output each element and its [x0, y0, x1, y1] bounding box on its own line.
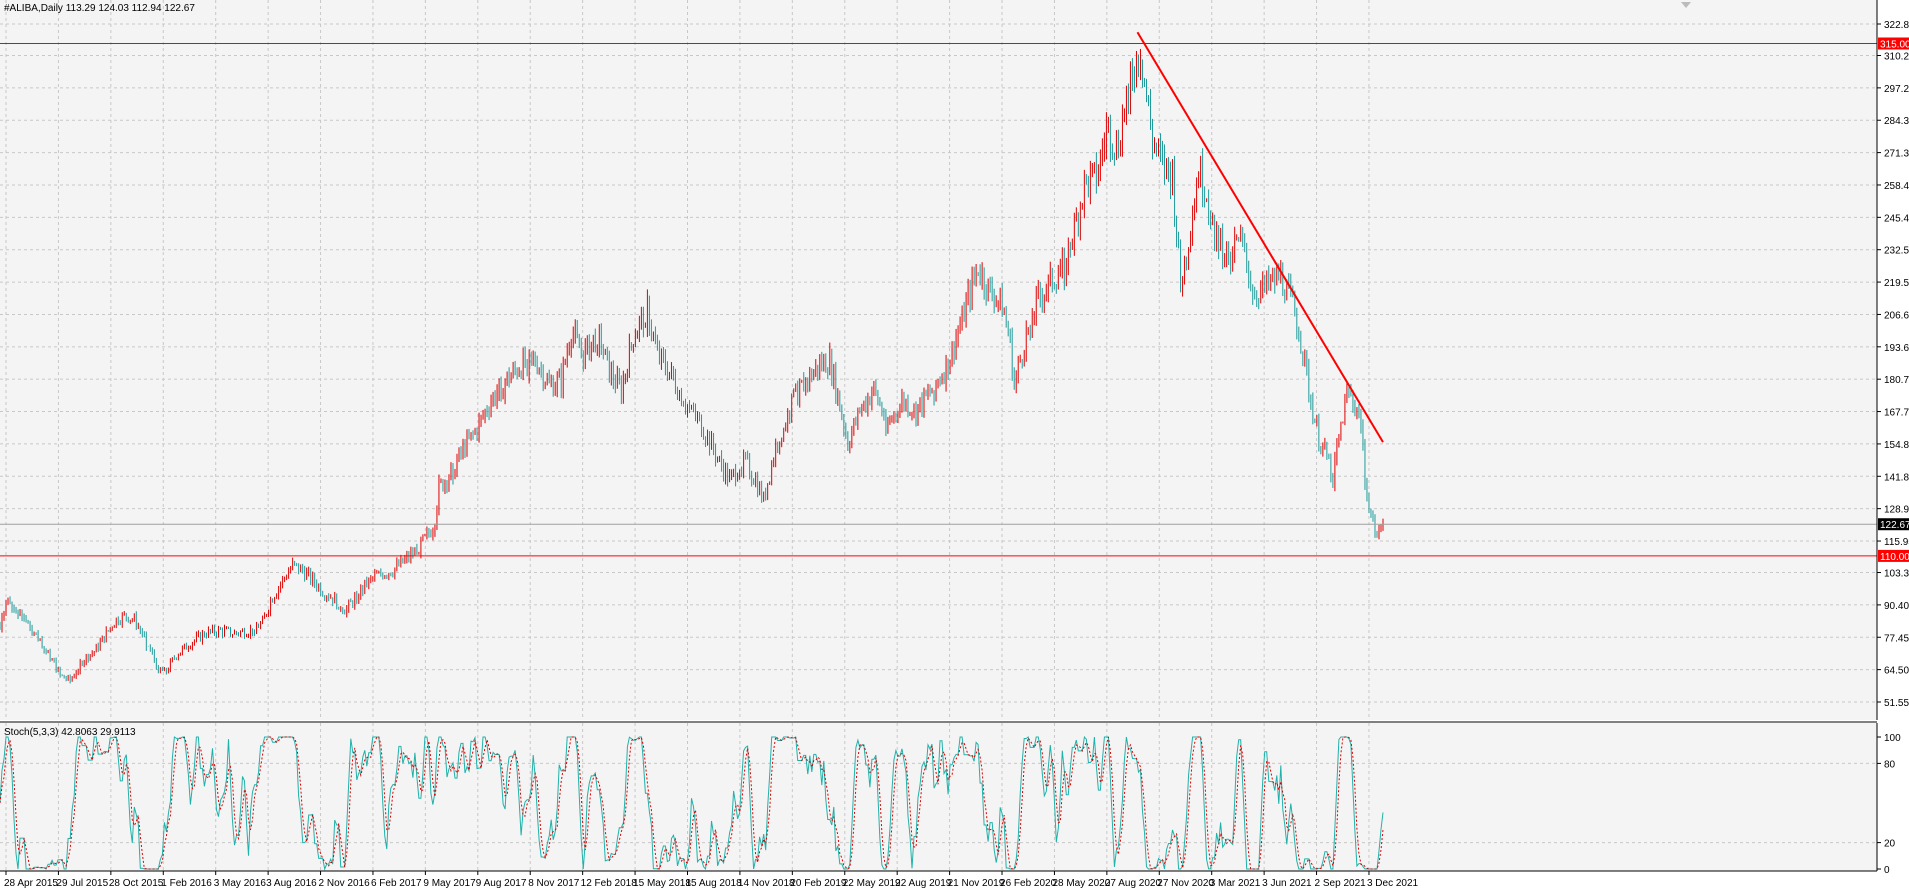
price-tick-label: 206.60: [1884, 310, 1909, 321]
time-tick-label: 22 Aug 2019: [895, 878, 952, 889]
time-tick-label: 6 Feb 2017: [371, 878, 422, 889]
time-tick-label: 9 May 2017: [423, 878, 476, 889]
level-price-label: 110.00: [1880, 552, 1909, 563]
time-tick-label: 28 Oct 2015: [109, 878, 164, 889]
time-tick-label: 27 Nov 2020: [1157, 878, 1214, 889]
time-tick-label: 9 Aug 2017: [476, 878, 527, 889]
price-tick-label: 180.70: [1884, 375, 1909, 386]
price-tick-label: 103.35: [1884, 569, 1909, 580]
price-tick-label: 322.80: [1884, 20, 1909, 31]
stoch-tick-label: 100: [1884, 733, 1901, 744]
time-tick-label: 22 May 2019: [843, 878, 901, 889]
time-tick-label: 12 Feb 2018: [581, 878, 638, 889]
time-tick-label: 3 Jun 2021: [1262, 878, 1312, 889]
stochastic-panel[interactable]: 100 80 20 0 Stoch(5,3,3) 42.8063 29.9113: [0, 723, 1901, 876]
time-tick-label: 21 Nov 2019: [948, 878, 1005, 889]
stoch-tick-label: 20: [1884, 839, 1896, 850]
price-tick-label: 77.45: [1884, 633, 1909, 644]
time-tick-label: 15 Aug 2018: [685, 878, 742, 889]
price-candles: [0, 48, 1384, 684]
level-price-tag: [1878, 37, 1909, 50]
time-tick-label: 26 Feb 2020: [1000, 878, 1057, 889]
price-tick-label: 141.85: [1884, 472, 1909, 483]
price-axis: 322.80 310.20 297.25 284.30 271.35 258.40 245.…: [1877, 20, 1909, 709]
price-tick-label: 64.50: [1884, 666, 1909, 677]
time-tick-label: 14 Nov 2018: [738, 878, 795, 889]
time-tick-label: 3 May 2016: [214, 878, 267, 889]
stoch-lines: [0, 735, 1384, 871]
stoch-tick-label: 80: [1884, 759, 1896, 770]
price-levels[interactable]: 315.00 110.00 122.67: [0, 37, 1909, 563]
stoch-axis: 100 80 20 0: [1877, 733, 1901, 876]
price-panel[interactable]: 315.00 110.00 122.67 322.80 310.20 297.25 284…: [0, 0, 1909, 720]
time-tick-label: 27 Aug 2020: [1105, 878, 1162, 889]
price-tick-label: 245.45: [1884, 213, 1909, 224]
level-price-label: 315.00: [1880, 39, 1909, 50]
time-tick-label: 3 Dec 2021: [1367, 878, 1419, 889]
time-tick-label: 3 Mar 2021: [1210, 878, 1261, 889]
time-tick-label: 2 Sep 2021: [1315, 878, 1367, 889]
current-price-tag: [1878, 518, 1909, 531]
price-tick-label: 128.90: [1884, 505, 1909, 516]
price-tick-label: 167.75: [1884, 408, 1909, 419]
price-tick-label: 51.55: [1884, 698, 1909, 709]
price-tick-label: 258.40: [1884, 181, 1909, 192]
time-tick-label: 28 May 2020: [1052, 878, 1110, 889]
time-tick-label: 29 Jul 2015: [56, 878, 108, 889]
price-tick-label: 193.65: [1884, 343, 1909, 354]
stoch-tick-label: 0: [1884, 865, 1890, 876]
time-tick-label: 3 Aug 2016: [266, 878, 317, 889]
price-tick-label: 271.35: [1884, 149, 1909, 160]
price-plot-area: [0, 0, 1877, 720]
resistance-trendline[interactable]: [1136, 31, 1384, 443]
scroll-to-end-icon[interactable]: [1681, 2, 1691, 8]
price-tick-label: 310.20: [1884, 51, 1909, 62]
price-tick-label: 297.25: [1884, 84, 1909, 95]
price-tick-label: 219.55: [1884, 278, 1909, 289]
time-tick-label: 2 Nov 2016: [319, 878, 371, 889]
time-tick-label: 20 Feb 2019: [790, 878, 847, 889]
price-tick-label: 90.40: [1884, 601, 1909, 612]
price-tick-label: 154.80: [1884, 440, 1909, 451]
current-price-label: 122.67: [1880, 520, 1909, 531]
symbol-header: #ALIBA,Daily 113.29 124.03 112.94 122.67: [4, 3, 195, 14]
price-tick-label: 115.95: [1884, 537, 1909, 548]
time-tick-label: 1 Feb 2016: [161, 878, 212, 889]
level-price-tag: [1878, 549, 1909, 562]
time-tick-label: 8 Nov 2017: [528, 878, 580, 889]
stoch-signal-line: [0, 736, 1384, 870]
stoch-plot-area: [0, 723, 1877, 871]
stoch-header: Stoch(5,3,3) 42.8063 29.9113: [4, 727, 136, 738]
time-tick-label: 15 May 2018: [633, 878, 691, 889]
stoch-main-line: [0, 735, 1384, 871]
price-tick-label: 232.50: [1884, 246, 1909, 257]
time-tick-label: 28 Apr 2015: [4, 878, 58, 889]
price-tick-label: 284.30: [1884, 116, 1909, 127]
